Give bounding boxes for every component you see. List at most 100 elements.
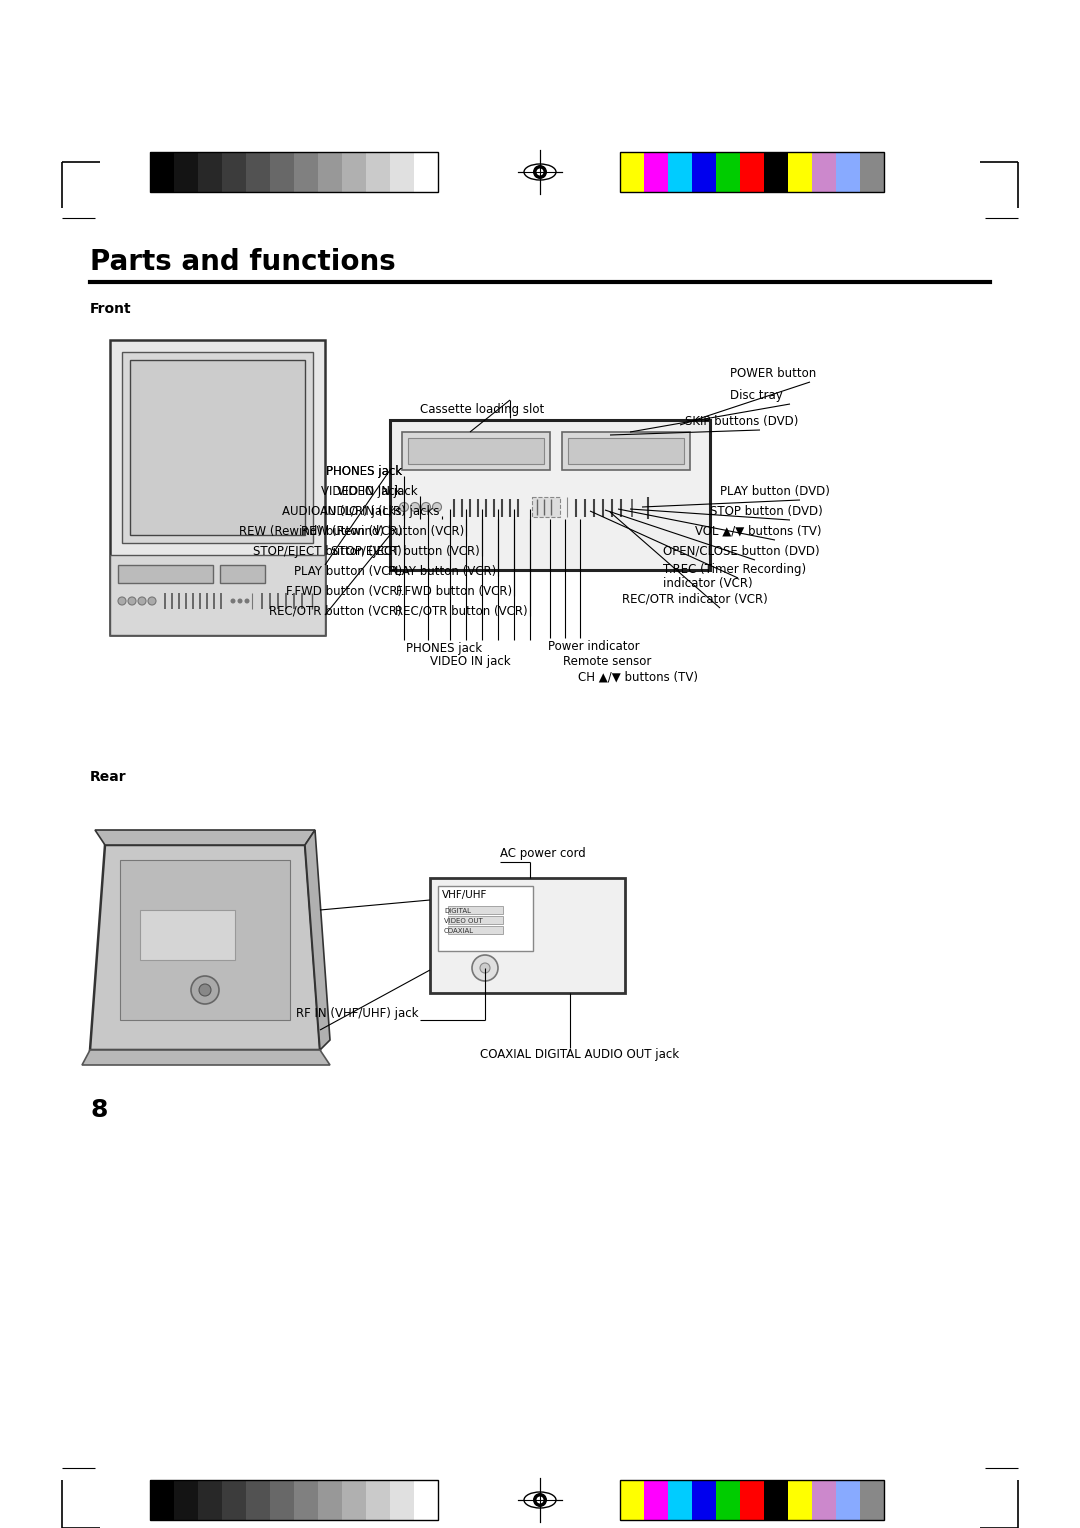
- Bar: [414, 1481, 438, 1520]
- Text: REC/OTR button (VCR): REC/OTR button (VCR): [395, 605, 528, 617]
- Bar: [812, 151, 836, 193]
- Bar: [130, 361, 305, 535]
- Bar: [270, 1481, 294, 1520]
- Circle shape: [410, 503, 419, 512]
- Text: VHF/UHF: VHF/UHF: [442, 889, 487, 900]
- Bar: [448, 915, 503, 924]
- Bar: [414, 151, 438, 193]
- Text: COAXIAL: COAXIAL: [444, 927, 474, 934]
- Circle shape: [537, 168, 543, 176]
- Circle shape: [472, 955, 498, 981]
- Bar: [860, 1481, 885, 1520]
- Bar: [366, 151, 390, 193]
- Bar: [716, 1481, 740, 1520]
- Text: PLAY button (DVD): PLAY button (DVD): [720, 484, 829, 498]
- Bar: [740, 151, 764, 193]
- Circle shape: [148, 597, 156, 605]
- Bar: [150, 1481, 174, 1520]
- Text: indicator (VCR): indicator (VCR): [663, 578, 753, 590]
- Bar: [620, 151, 644, 193]
- Bar: [366, 1481, 390, 1520]
- Bar: [110, 341, 325, 636]
- Bar: [390, 151, 414, 193]
- Bar: [438, 886, 534, 950]
- Ellipse shape: [524, 163, 556, 180]
- Text: STOP/EJECT button (VCR): STOP/EJECT button (VCR): [253, 545, 402, 558]
- Bar: [198, 151, 222, 193]
- Text: AUDIO IN (L/R) jacks: AUDIO IN (L/R) jacks: [283, 504, 402, 518]
- Text: COAXIAL DIGITAL AUDIO OUT jack: COAXIAL DIGITAL AUDIO OUT jack: [480, 1048, 679, 1060]
- Bar: [150, 151, 174, 193]
- Bar: [198, 1481, 222, 1520]
- Bar: [408, 439, 544, 465]
- Bar: [669, 151, 692, 193]
- Bar: [222, 151, 246, 193]
- Bar: [174, 151, 198, 193]
- Text: REW (Rewind) button (VCR): REW (Rewind) button (VCR): [239, 526, 402, 538]
- Text: Parts and functions: Parts and functions: [90, 248, 395, 277]
- Bar: [342, 1481, 366, 1520]
- Bar: [140, 911, 235, 960]
- Bar: [390, 1481, 414, 1520]
- Text: SKIP buttons (DVD): SKIP buttons (DVD): [685, 416, 798, 428]
- Text: F.FWD button (VCR): F.FWD button (VCR): [396, 585, 512, 597]
- Bar: [150, 1481, 438, 1520]
- Text: VOL ▲/▼ buttons (TV): VOL ▲/▼ buttons (TV): [696, 526, 822, 538]
- Bar: [390, 420, 710, 570]
- Bar: [270, 151, 294, 193]
- Bar: [318, 151, 342, 193]
- Bar: [294, 1481, 318, 1520]
- Bar: [342, 151, 366, 193]
- Polygon shape: [82, 1050, 330, 1065]
- Text: T.REC (Timer Recording): T.REC (Timer Recording): [663, 562, 806, 576]
- Bar: [620, 1481, 885, 1520]
- Circle shape: [400, 503, 408, 512]
- Text: Cassette loading slot: Cassette loading slot: [420, 403, 544, 416]
- Text: Front: Front: [90, 303, 132, 316]
- Text: PLAY button (VCR): PLAY button (VCR): [294, 565, 402, 578]
- Circle shape: [118, 597, 126, 605]
- Text: F.FWD button (VCR): F.FWD button (VCR): [286, 585, 402, 597]
- Polygon shape: [95, 830, 315, 845]
- Text: STOP button (DVD): STOP button (DVD): [710, 504, 823, 518]
- Bar: [402, 432, 550, 471]
- Text: Disc tray: Disc tray: [730, 390, 783, 402]
- Bar: [568, 439, 684, 465]
- Circle shape: [534, 1493, 546, 1507]
- Bar: [740, 1481, 764, 1520]
- Bar: [150, 151, 438, 193]
- Bar: [294, 151, 318, 193]
- Circle shape: [230, 599, 235, 604]
- Bar: [246, 1481, 270, 1520]
- Bar: [692, 151, 716, 193]
- Bar: [118, 565, 213, 584]
- Circle shape: [432, 503, 442, 512]
- Circle shape: [238, 599, 243, 604]
- Bar: [620, 151, 885, 193]
- Bar: [620, 1481, 644, 1520]
- Bar: [120, 860, 291, 1021]
- Text: PHONES jack: PHONES jack: [406, 642, 482, 656]
- Bar: [692, 1481, 716, 1520]
- Text: OPEN/CLOSE button (DVD): OPEN/CLOSE button (DVD): [663, 545, 820, 558]
- Bar: [222, 1481, 246, 1520]
- Text: Remote sensor: Remote sensor: [563, 656, 651, 668]
- Circle shape: [537, 1496, 543, 1504]
- Text: PHONES jack: PHONES jack: [326, 465, 402, 478]
- Text: POWER button: POWER button: [730, 367, 816, 380]
- Bar: [788, 151, 812, 193]
- Text: VIDEO IN jack: VIDEO IN jack: [322, 484, 402, 498]
- Circle shape: [421, 503, 431, 512]
- Text: AUDIO IN (L/R) jacks: AUDIO IN (L/R) jacks: [321, 504, 440, 518]
- Text: STOP/EJECT button (VCR): STOP/EJECT button (VCR): [332, 545, 480, 558]
- Circle shape: [129, 597, 136, 605]
- Bar: [448, 906, 503, 914]
- Bar: [318, 1481, 342, 1520]
- Text: REW (Rewind) button (VCR): REW (Rewind) button (VCR): [300, 526, 464, 538]
- Bar: [644, 1481, 669, 1520]
- Bar: [220, 565, 265, 584]
- Circle shape: [244, 599, 249, 604]
- Bar: [174, 1481, 198, 1520]
- Text: RF IN (VHF/UHF) jack: RF IN (VHF/UHF) jack: [296, 1007, 418, 1021]
- Bar: [430, 879, 625, 993]
